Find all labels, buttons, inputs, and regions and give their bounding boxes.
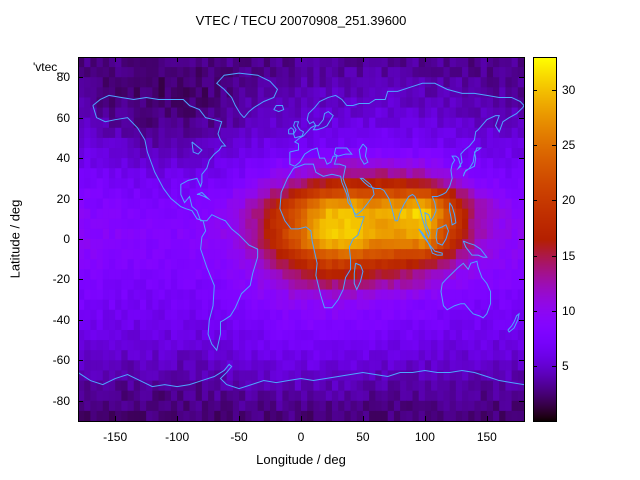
x-axis-label: Longitude / deg	[256, 452, 346, 467]
y-tick-label: 20	[56, 191, 70, 206]
x-tick-label: 50	[356, 430, 370, 444]
x-tick-label: -150	[103, 430, 128, 444]
y-tick-label: 60	[56, 110, 70, 125]
x-tick-label: 100	[414, 430, 435, 444]
y-tick-label: -20	[52, 272, 70, 287]
colorbar-tick-label: 10	[562, 303, 576, 318]
y-tick-label: -80	[52, 393, 70, 408]
y-tick-label: 80	[56, 70, 70, 85]
chart-title: VTEC / TECU 20070908_251.39600	[195, 13, 407, 28]
y-tick-label: -40	[52, 312, 70, 327]
colorbar-tick-label: 5	[562, 358, 569, 373]
y-tick-label: -60	[52, 353, 70, 368]
colorbar-tick-label: 25	[562, 138, 576, 153]
y-tick-label: 0	[63, 232, 70, 246]
legend-key-label: 'vtec_	[33, 60, 64, 74]
colorbar-tick-label: 30	[562, 83, 576, 98]
x-tick-label: 0	[297, 430, 305, 444]
y-tick-label: 40	[56, 151, 70, 166]
y-axis-label: Latitude / deg	[7, 199, 23, 279]
x-tick-label: 150	[476, 430, 497, 444]
colorbar-tick-label: 15	[562, 248, 576, 263]
colorbar-tick-label: 20	[562, 193, 576, 208]
x-tick-label: -100	[165, 430, 190, 444]
x-tick-label: -50	[230, 430, 248, 444]
